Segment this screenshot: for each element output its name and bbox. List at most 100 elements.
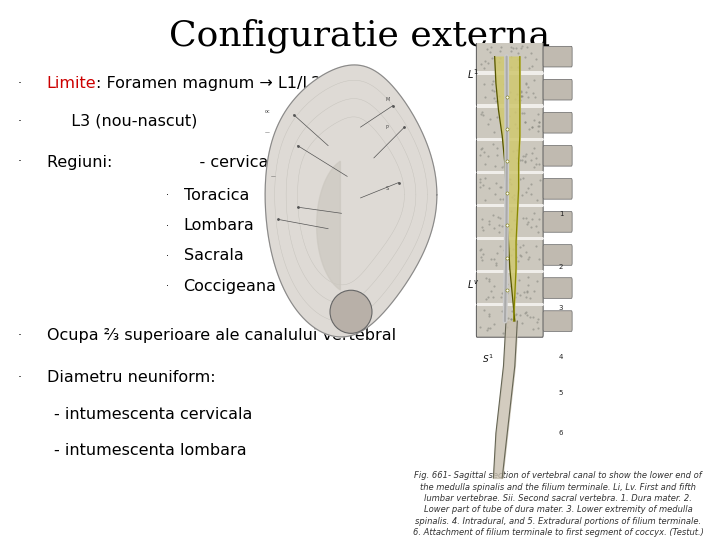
Point (487, 194, 499, 202)
Point (477, 147, 488, 156)
Point (496, 313, 508, 321)
Point (529, 178, 541, 186)
Point (511, 157, 523, 165)
Text: M: M (385, 97, 390, 102)
Point (491, 306, 503, 315)
Text: 6: 6 (559, 430, 564, 436)
Point (496, 254, 508, 262)
Text: S: S (385, 186, 389, 191)
Point (482, 75, 494, 84)
Point (495, 52, 507, 60)
Point (499, 75, 510, 83)
Point (525, 325, 536, 333)
Point (521, 319, 533, 327)
Bar (477, 237, 543, 240)
Text: - intumescenta lombara: - intumescenta lombara (54, 443, 247, 458)
Point (512, 91, 523, 99)
Point (479, 143, 490, 151)
Point (490, 274, 502, 282)
Point (523, 153, 535, 162)
Point (488, 190, 500, 199)
Point (513, 313, 524, 322)
Point (482, 125, 494, 134)
FancyBboxPatch shape (543, 311, 572, 332)
FancyBboxPatch shape (543, 79, 572, 100)
Point (478, 60, 490, 69)
Point (485, 240, 496, 249)
Point (498, 116, 510, 124)
Point (499, 214, 510, 223)
Point (476, 314, 487, 323)
Text: : Foramen magnum → L1/L2 (adult): : Foramen magnum → L1/L2 (adult) (96, 76, 381, 91)
Point (514, 321, 526, 330)
Text: Limite: Limite (47, 76, 96, 91)
Point (495, 287, 506, 295)
FancyBboxPatch shape (477, 272, 543, 304)
Text: Toracica: Toracica (184, 188, 249, 203)
Point (511, 179, 523, 188)
Point (521, 62, 532, 71)
Point (487, 285, 498, 294)
Point (511, 96, 523, 104)
Point (526, 219, 538, 228)
Text: Lombara: Lombara (184, 218, 254, 233)
Point (510, 277, 521, 286)
Point (496, 125, 508, 134)
Point (481, 59, 492, 68)
Point (480, 285, 491, 293)
Point (531, 116, 542, 124)
Point (508, 59, 520, 68)
Point (508, 307, 520, 316)
Point (523, 174, 534, 183)
Point (529, 292, 541, 300)
Point (512, 86, 523, 94)
Point (499, 52, 510, 60)
Point (496, 195, 508, 204)
Point (520, 46, 531, 55)
Point (529, 115, 541, 124)
Point (490, 79, 502, 87)
Polygon shape (317, 161, 341, 290)
Point (510, 192, 521, 201)
Point (495, 160, 507, 168)
Point (504, 45, 516, 54)
Point (515, 84, 526, 93)
Point (492, 293, 503, 302)
Point (533, 323, 544, 332)
Point (498, 154, 510, 163)
Point (512, 158, 523, 167)
Point (494, 286, 505, 294)
Text: Regiuni:                 - cervicala: Regiuni: - cervicala (47, 154, 282, 170)
Point (499, 142, 510, 151)
Point (489, 288, 500, 297)
Point (478, 93, 490, 102)
Point (490, 83, 501, 92)
Point (484, 228, 495, 237)
Point (497, 254, 508, 262)
Point (488, 80, 500, 89)
Point (498, 120, 509, 129)
Point (505, 107, 516, 116)
Point (517, 129, 528, 138)
Point (523, 48, 534, 57)
Text: $L^{1}$: $L^{1}$ (467, 68, 479, 82)
Point (488, 88, 500, 97)
Text: 4: 4 (559, 354, 563, 360)
Point (498, 242, 510, 251)
Point (477, 79, 488, 87)
Point (487, 62, 499, 70)
Point (480, 244, 491, 252)
Point (504, 177, 516, 186)
Point (494, 195, 505, 204)
Point (533, 260, 544, 269)
Point (518, 52, 529, 60)
Point (530, 124, 541, 132)
FancyBboxPatch shape (543, 46, 572, 67)
Point (521, 162, 532, 171)
Point (500, 321, 511, 330)
FancyBboxPatch shape (477, 73, 543, 106)
Point (529, 179, 541, 187)
Point (531, 294, 542, 303)
Point (505, 44, 517, 52)
Bar (477, 303, 543, 306)
